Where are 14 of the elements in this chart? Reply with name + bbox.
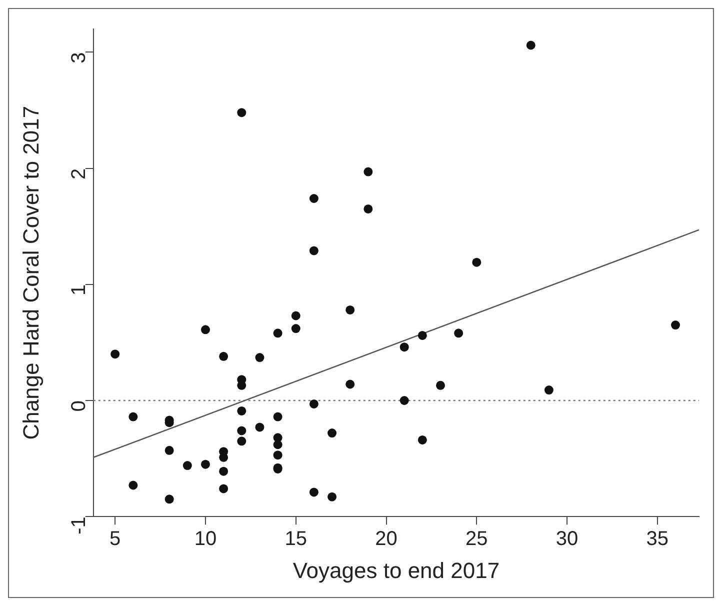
- x-tick-label: 25: [466, 528, 488, 550]
- y-tick-label: 1: [68, 284, 90, 296]
- y-tick-label: 2: [68, 168, 90, 180]
- x-tick-label: 35: [646, 528, 669, 550]
- y-tick-label: 0: [68, 400, 90, 412]
- x-tick-label: 20: [375, 528, 398, 550]
- y-axis-title: Change Hard Coral Cover to 2017: [18, 106, 44, 440]
- y-tick-label: 3: [68, 52, 90, 64]
- x-tick-label: 10: [194, 528, 217, 550]
- x-tick-label: 5: [110, 528, 121, 550]
- y-tick-label: -1: [68, 516, 90, 534]
- x-tick-label: 15: [284, 528, 307, 550]
- x-tick-label: 30: [556, 528, 578, 550]
- x-axis-title: Voyages to end 2017: [292, 558, 500, 583]
